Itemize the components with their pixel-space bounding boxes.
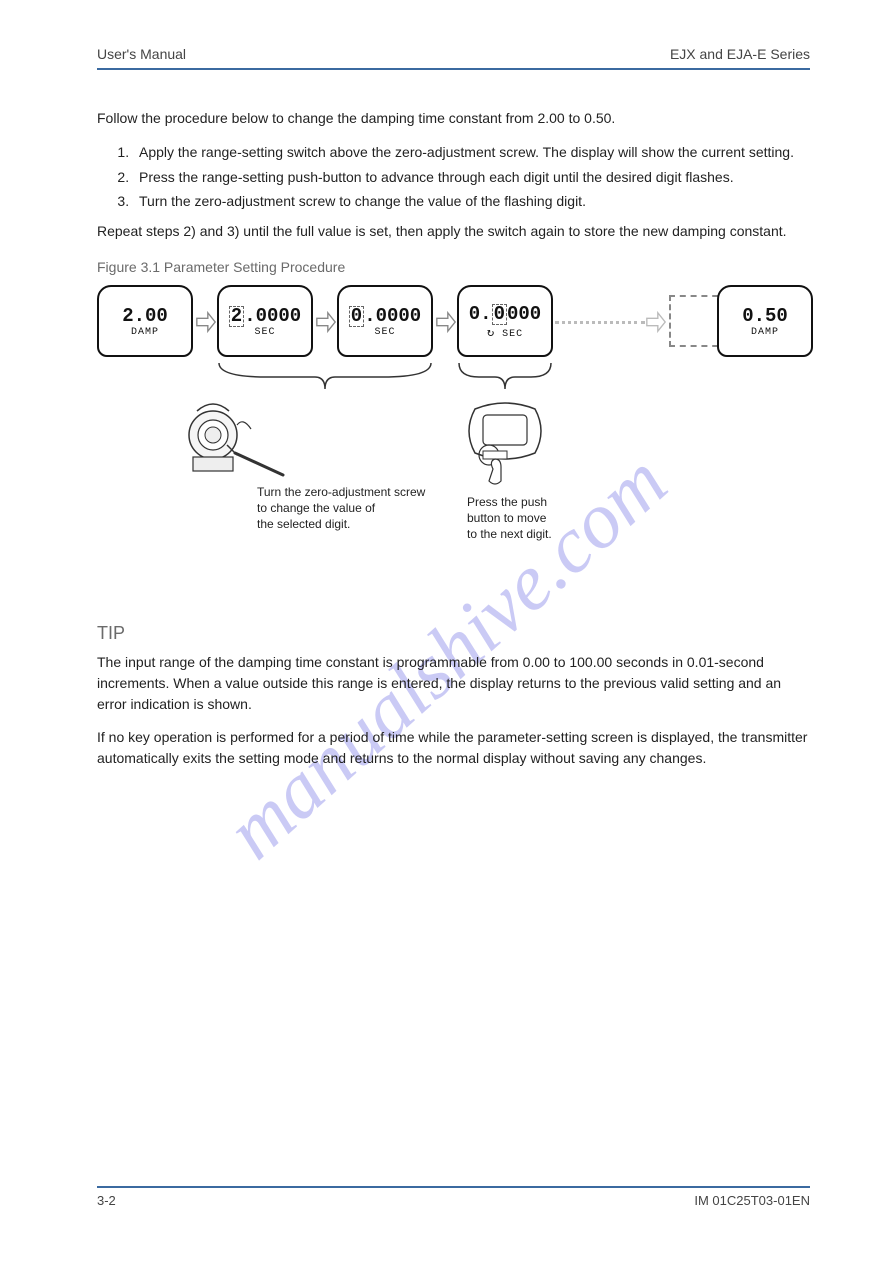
lcd-1-digits: 2.00 (122, 305, 168, 327)
lcd-3-sub: SEC (374, 327, 395, 338)
brace-right (457, 361, 553, 393)
lcd-4: 0.0000 ↻ SEC (457, 285, 553, 357)
lcd-1: 2.00 DAMP (97, 285, 193, 357)
figure-title: Figure 3.1 Parameter Setting Procedure (97, 259, 810, 275)
arrow-3 (435, 311, 457, 333)
diagram: 2.00 DAMP 2.0000 SEC 0.0000 SEC (97, 285, 810, 605)
footer-left: 3-2 (97, 1193, 116, 1208)
tip-para-2: If no key operation is performed for a p… (97, 727, 810, 769)
intro-step-3: Turn the zero-adjustment screw to change… (133, 191, 810, 211)
arrow-4 (645, 311, 667, 333)
transmitter-illustration (183, 395, 293, 485)
intro-note: Repeat steps 2) and 3) until the full va… (97, 221, 810, 241)
lcd-5: 0.50 DAMP (717, 285, 813, 357)
header-left: User's Manual (97, 46, 186, 62)
intro-text: Follow the procedure below to change the… (97, 108, 810, 241)
lcd-3-digits: 0.0000 (349, 305, 421, 327)
brace-left (217, 361, 433, 393)
lcd-2: 2.0000 SEC (217, 285, 313, 357)
lcd-3: 0.0000 SEC (337, 285, 433, 357)
lcd-2-sub: SEC (254, 327, 275, 338)
content: Follow the procedure below to change the… (97, 100, 810, 1163)
header-right: EJX and EJA-E Series (670, 46, 810, 62)
lcd-5-sub: DAMP (751, 327, 779, 338)
caption-screw: Turn the zero-adjustment screw to change… (257, 485, 447, 532)
dots-line (555, 321, 645, 324)
tip-para-1: The input range of the damping time cons… (97, 652, 810, 715)
bottom-rule (97, 1186, 810, 1188)
pushbutton-illustration (465, 401, 545, 491)
top-rule (97, 68, 810, 70)
arrow-1 (195, 311, 217, 333)
tip-heading: TIP (97, 623, 810, 644)
lcd-2-digits: 2.0000 (229, 305, 301, 327)
intro-step-2: Press the range-setting push-button to a… (133, 167, 810, 187)
lcd-5-digits: 0.50 (742, 305, 788, 327)
page: User's Manual EJX and EJA-E Series manua… (0, 0, 893, 1263)
intro-lead: Follow the procedure below to change the… (97, 108, 810, 128)
lcd-4-digits: 0.0000 (469, 303, 541, 325)
intro-step-1: Apply the range-setting switch above the… (133, 142, 810, 162)
arrow-2 (315, 311, 337, 333)
footer-right: IM 01C25T03-01EN (694, 1193, 810, 1208)
intro-steps: Apply the range-setting switch above the… (97, 142, 810, 211)
lcd-1-sub: DAMP (131, 327, 159, 338)
lcd-4-sub: ↻ SEC (487, 325, 523, 340)
lcd-4-sub-text: SEC (502, 329, 523, 340)
tip-body: The input range of the damping time cons… (97, 652, 810, 769)
caption-push: Press the push button to move to the nex… (467, 495, 597, 542)
